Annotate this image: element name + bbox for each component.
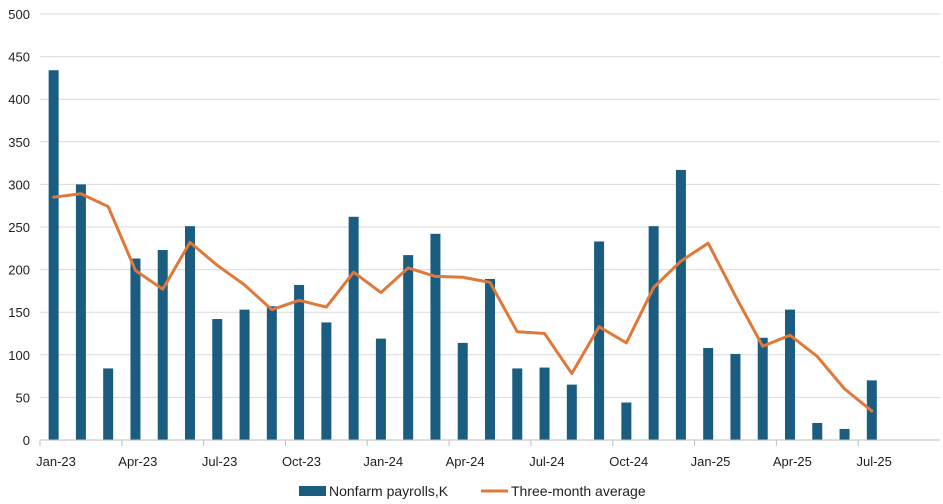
x-tick-label: Oct-24 <box>609 454 648 469</box>
legend-label-payrolls: Nonfarm payrolls,K <box>329 483 449 499</box>
y-tick-label: 200 <box>8 263 30 278</box>
y-axis-tick-labels: 0 50 100 150 200 250 300 350 400 450 500 <box>8 7 30 448</box>
x-tick-label: Oct-23 <box>282 454 321 469</box>
payrolls-bar <box>403 255 414 440</box>
payrolls-bar <box>430 233 441 440</box>
payrolls-bar <box>75 184 86 440</box>
payrolls-bar <box>157 250 168 440</box>
x-tick-label: Jan-25 <box>691 454 731 469</box>
y-tick-label: 350 <box>8 135 30 150</box>
payrolls-bar <box>185 226 195 440</box>
payrolls-bar <box>375 338 386 440</box>
x-tick-label: Jul-25 <box>856 454 891 469</box>
payrolls-bar <box>266 306 277 440</box>
payrolls-bar <box>648 226 659 440</box>
payrolls-bar <box>212 319 223 440</box>
payrolls-bar <box>785 309 795 440</box>
x-tick-label: Jul-24 <box>529 454 564 469</box>
legend-swatch-payrolls <box>299 486 326 496</box>
payrolls-bar <box>130 258 141 440</box>
payrolls-bar <box>566 384 577 440</box>
y-tick-label: 250 <box>8 220 30 235</box>
y-tick-label: 300 <box>8 177 30 192</box>
y-tick-label: 100 <box>8 348 30 363</box>
payrolls-bar <box>621 402 632 440</box>
x-tick-label: Jan-23 <box>36 454 76 469</box>
x-tick-label: Apr-25 <box>773 454 812 469</box>
three-month-average-line <box>52 192 874 413</box>
payrolls-bar <box>812 422 823 440</box>
payrolls-bar <box>594 241 605 440</box>
payrolls-bar <box>485 278 495 440</box>
y-tick-label: 150 <box>8 305 30 320</box>
legend-label-average: Three-month average <box>511 483 646 499</box>
payrolls-bar <box>48 70 59 441</box>
y-tick-label: 450 <box>8 50 30 65</box>
payrolls-bar <box>757 337 768 440</box>
payrolls-bar <box>730 353 741 440</box>
y-tick-label: 0 <box>23 433 30 448</box>
payrolls-bar <box>103 368 114 440</box>
x-tick-label: Jul-23 <box>202 454 237 469</box>
payrolls-bar <box>348 216 359 440</box>
payrolls-bar <box>703 347 714 440</box>
x-axis-ticks: Jan-23 Apr-23 Jul-23 Oct-23 Jan-24 Apr-24 Jul-… <box>36 440 892 469</box>
payrolls-bar <box>539 367 550 440</box>
x-tick-label: Jan-24 <box>363 454 403 469</box>
average-line-path <box>52 192 874 413</box>
y-tick-label: 500 <box>8 7 30 22</box>
payrolls-bar <box>321 322 332 440</box>
payrolls-bar <box>457 342 468 440</box>
payrolls-bar <box>839 428 850 440</box>
y-tick-label: 400 <box>8 92 30 107</box>
x-tick-label: Apr-23 <box>118 454 157 469</box>
payrolls-bar <box>239 309 250 440</box>
x-tick-label: Apr-24 <box>446 454 485 469</box>
payrolls-bar <box>294 284 305 440</box>
payrolls-bars <box>48 70 877 441</box>
legend: Nonfarm payrolls,K Three-month average <box>299 483 646 499</box>
payrolls-bar <box>512 368 523 440</box>
y-tick-label: 50 <box>16 390 30 405</box>
payrolls-bar <box>675 169 686 440</box>
